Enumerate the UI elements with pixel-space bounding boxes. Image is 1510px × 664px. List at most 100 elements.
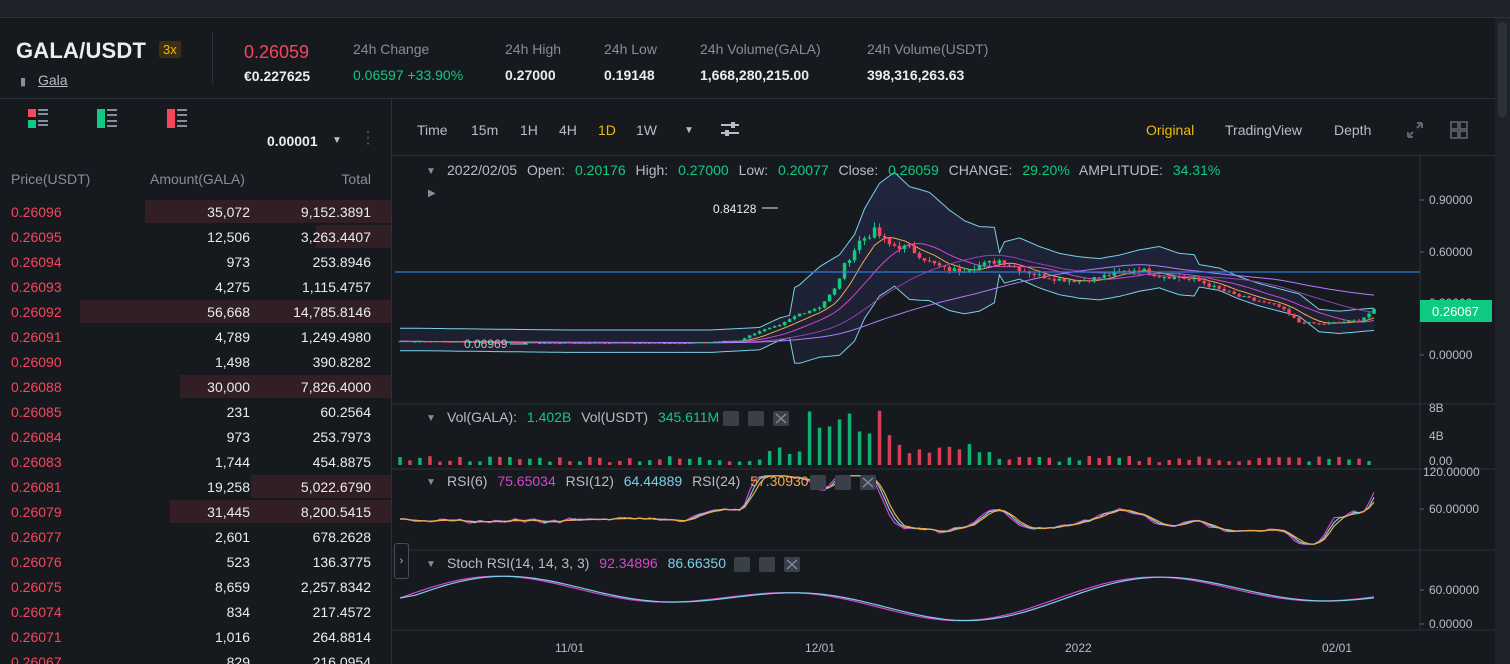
ask-row[interactable]: 0.26088 30,000 7,826.4000 bbox=[0, 374, 391, 399]
volume-bar bbox=[608, 462, 612, 465]
interval-1w[interactable]: 1W bbox=[636, 122, 657, 138]
stoch-eye-icon[interactable] bbox=[734, 557, 750, 572]
ask-row[interactable]: 0.26084 973 253.7973 bbox=[0, 424, 391, 449]
interval-1d[interactable]: 1D bbox=[598, 122, 616, 138]
collapse-stoch-caret-icon[interactable]: ▼ bbox=[426, 559, 436, 570]
candle-body bbox=[917, 253, 922, 258]
ask-row[interactable]: 0.26093 4,275 1,115.4757 bbox=[0, 274, 391, 299]
stat-24h-change: 24h Change 0.06597 +33.90% bbox=[353, 41, 463, 83]
ask-row[interactable]: 0.26085 231 60.2564 bbox=[0, 399, 391, 424]
candle-body bbox=[722, 340, 727, 342]
scrollbar-thumb[interactable] bbox=[1498, 22, 1507, 118]
interval-15m[interactable]: 15m bbox=[471, 122, 499, 138]
candle-body bbox=[1242, 296, 1246, 298]
stoch-gear-icon[interactable] bbox=[759, 557, 775, 572]
asks-only-mode-icon[interactable] bbox=[167, 109, 187, 129]
volume-bar bbox=[977, 452, 982, 465]
collapse-rsi-caret-icon[interactable]: ▼ bbox=[426, 477, 436, 488]
candle-body bbox=[1262, 301, 1266, 303]
candle-body bbox=[478, 342, 482, 343]
vol-eye-icon[interactable] bbox=[723, 411, 739, 426]
precision-select[interactable]: 0.00001 bbox=[267, 133, 318, 149]
candle-body bbox=[1097, 277, 1101, 279]
stat-value: 1,668,280,215.00 bbox=[700, 67, 809, 83]
interval-time[interactable]: Time bbox=[417, 122, 448, 138]
candle-body bbox=[1247, 296, 1251, 298]
candle-body bbox=[1372, 308, 1376, 314]
coin-info-link[interactable]: ▮ Gala bbox=[20, 72, 68, 88]
indicator-settings-icon[interactable] bbox=[720, 119, 740, 142]
ask-row[interactable]: 0.26067 829 216.0954 bbox=[0, 649, 391, 664]
ask-row[interactable]: 0.26092 56,668 14,785.8146 bbox=[0, 299, 391, 324]
bids-only-mode-icon[interactable] bbox=[97, 109, 117, 129]
candle-body bbox=[413, 341, 417, 343]
ask-row[interactable]: 0.26077 2,601 678.2628 bbox=[0, 524, 391, 549]
price-chart[interactable]: ▼ ▶ 2022/02/05 Open: 0.20176 High: 0.270… bbox=[392, 156, 1495, 664]
ask-row[interactable]: 0.26096 35,072 9,152.3891 bbox=[0, 199, 391, 224]
view-original[interactable]: Original bbox=[1146, 122, 1195, 138]
candle-body bbox=[1092, 277, 1096, 282]
view-depth[interactable]: Depth bbox=[1334, 122, 1372, 138]
candle-body bbox=[433, 341, 437, 343]
ask-row[interactable]: 0.26076 523 136.3775 bbox=[0, 549, 391, 574]
ask-row[interactable]: 0.26083 1,744 454.8875 bbox=[0, 449, 391, 474]
interval-4h[interactable]: 4H bbox=[559, 122, 577, 138]
candle-body bbox=[688, 342, 692, 344]
page-scrollbar[interactable] bbox=[1495, 18, 1510, 664]
interval-1h[interactable]: 1H bbox=[520, 122, 538, 138]
candle-body bbox=[752, 333, 757, 336]
vol-gear-icon[interactable] bbox=[748, 411, 764, 426]
candle-body bbox=[1347, 320, 1351, 322]
rsi-gear-icon[interactable] bbox=[835, 475, 851, 490]
candle-body bbox=[583, 342, 587, 344]
candle-body bbox=[653, 342, 657, 344]
ask-row[interactable]: 0.26095 12,506 3,263.4407 bbox=[0, 224, 391, 249]
caret-down-icon[interactable]: ▼ bbox=[332, 135, 342, 146]
ask-row[interactable]: 0.26081 19,258 5,022.6790 bbox=[0, 474, 391, 499]
ask-row[interactable]: 0.26091 4,789 1,249.4980 bbox=[0, 324, 391, 349]
pair-title[interactable]: GALA/USDT bbox=[16, 38, 147, 63]
collapse-legend-caret-icon[interactable]: ▼ bbox=[426, 166, 436, 177]
ask-row[interactable]: 0.26079 31,445 8,200.5415 bbox=[0, 499, 391, 524]
coin-name[interactable]: Gala bbox=[38, 72, 68, 88]
candle-body bbox=[578, 342, 582, 344]
ask-row[interactable]: 0.26071 1,016 264.8814 bbox=[0, 624, 391, 649]
legend-amplitude-label: AMPLITUDE: bbox=[1079, 162, 1163, 178]
collapse-volume-caret-icon[interactable]: ▼ bbox=[426, 413, 436, 424]
depth-bar bbox=[316, 225, 391, 248]
candle-body bbox=[812, 308, 817, 311]
view-tradingview[interactable]: TradingView bbox=[1225, 122, 1303, 138]
candle-body bbox=[867, 237, 872, 239]
expand-sidebar-chevron-icon[interactable]: › bbox=[394, 543, 409, 579]
candle-body bbox=[1232, 291, 1236, 295]
ask-price: 0.26081 bbox=[11, 479, 62, 495]
candle-body bbox=[648, 342, 652, 344]
volume-bar bbox=[498, 456, 502, 465]
ask-amount: 523 bbox=[226, 554, 250, 570]
more-options-icon[interactable]: · · · bbox=[365, 123, 371, 152]
ohlc-legend: 2022/02/05 Open: 0.20176 High: 0.27000 L… bbox=[447, 162, 1220, 178]
candle-body bbox=[683, 343, 687, 344]
ask-row[interactable]: 0.26094 973 253.8946 bbox=[0, 249, 391, 274]
both-sides-mode-icon[interactable] bbox=[28, 109, 48, 129]
candle-body bbox=[673, 343, 677, 344]
volume-bar bbox=[917, 449, 922, 465]
ask-row[interactable]: 0.26075 8,659 2,257.8342 bbox=[0, 574, 391, 599]
ask-row[interactable]: 0.26074 834 217.4572 bbox=[0, 599, 391, 624]
expand-legend-caret-icon[interactable]: ▶ bbox=[428, 188, 436, 199]
candle-body bbox=[1277, 304, 1281, 307]
ask-amount: 30,000 bbox=[207, 379, 250, 395]
candle-body bbox=[1052, 279, 1057, 281]
layout-grid-icon[interactable] bbox=[1449, 120, 1469, 143]
vol-gala-label: Vol(GALA): bbox=[447, 409, 517, 425]
candle-body bbox=[822, 301, 827, 308]
more-intervals-caret-icon[interactable]: ▼ bbox=[684, 125, 694, 136]
candle-body bbox=[927, 260, 932, 262]
candle-body bbox=[817, 307, 822, 309]
candle-body bbox=[1237, 294, 1241, 297]
fullscreen-icon[interactable] bbox=[1405, 120, 1425, 143]
ask-amount: 1,744 bbox=[214, 454, 250, 470]
rsi-eye-icon[interactable] bbox=[810, 475, 826, 490]
ask-row[interactable]: 0.26090 1,498 390.8282 bbox=[0, 349, 391, 374]
volume-bar bbox=[508, 457, 512, 465]
